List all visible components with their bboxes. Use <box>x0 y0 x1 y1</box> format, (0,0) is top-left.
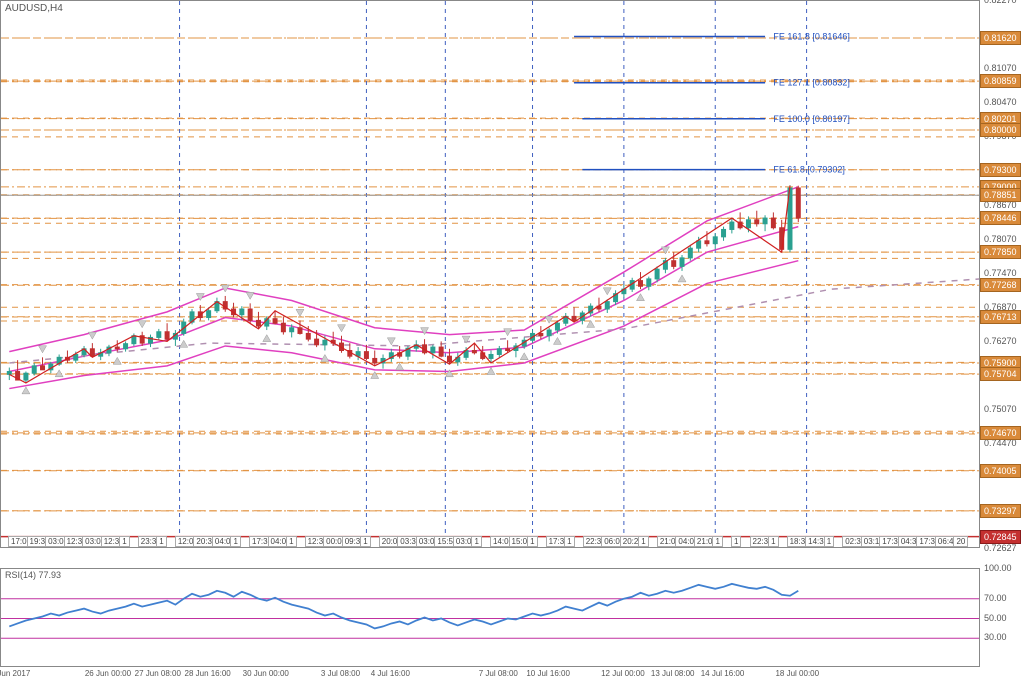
chart-svg: FE 161.8 [0.81646] FE 127.1 [0.80832] FE 1… <box>1 1 980 548</box>
y-tick-label-boxed: 0.76713 <box>980 310 1021 324</box>
y-tick-label: 0.75070 <box>984 404 1017 414</box>
time-box: 1 <box>824 536 834 547</box>
x-major-label: 27 Jun 08:00 <box>135 669 181 678</box>
x-major-label: 14 Jul 16:00 <box>701 669 745 678</box>
chart-container: AUDUSD,H4 FE 161.8 [0.81646] FE 127.1 [0.… <box>0 0 1024 683</box>
time-box: 1 <box>564 536 574 547</box>
time-box: 1 <box>731 536 741 547</box>
time-box: 20 <box>953 536 968 547</box>
rsi-y-tick: 50.00 <box>984 613 1007 623</box>
y-tick-label-boxed: 0.75704 <box>980 367 1021 381</box>
y-tick-label-boxed: 0.73297 <box>980 504 1021 518</box>
x-major-label: 18 Jul 00:00 <box>775 669 819 678</box>
svg-text:FE 61.8 [0.79302]: FE 61.8 [0.79302] <box>773 165 845 175</box>
time-box: 1 <box>230 536 240 547</box>
x-major-label: 22 Jun 2017 <box>0 669 30 678</box>
middle-x-axis <box>0 548 980 568</box>
y-tick-label: 0.81070 <box>984 63 1017 73</box>
rsi-y-axis: 30.0050.0070.00100.00 <box>980 568 1024 667</box>
y-axis: 0.822700.810700.804700.798700.786700.780… <box>980 0 1024 548</box>
rsi-panel[interactable]: RSI(14) 77.93 <box>0 568 980 667</box>
y-tick-label-boxed: 0.79300 <box>980 163 1021 177</box>
x-major-label: 28 Jun 16:00 <box>184 669 230 678</box>
time-box: 1 <box>286 536 296 547</box>
x-major-label: 12 Jul 00:00 <box>601 669 645 678</box>
time-box: 1 <box>360 536 370 547</box>
x-major-label: 13 Jul 08:00 <box>651 669 695 678</box>
y-tick-label-boxed: 0.77850 <box>980 245 1021 259</box>
x-major-label: 10 Jul 16:00 <box>526 669 570 678</box>
chart-title: AUDUSD,H4 <box>5 3 63 14</box>
svg-text:FE 161.8 [0.81646]: FE 161.8 [0.81646] <box>773 31 850 41</box>
y-tick-label-boxed: 0.78446 <box>980 211 1021 225</box>
y-tick-label: 0.76270 <box>984 336 1017 346</box>
y-tick-label-boxed: 0.80859 <box>980 74 1021 88</box>
y-tick-label: 0.82270 <box>984 0 1017 5</box>
rsi-y-tick: 70.00 <box>984 593 1007 603</box>
time-box: 1 <box>471 536 481 547</box>
y-tick-label-boxed: 0.77268 <box>980 278 1021 292</box>
time-box: 1 <box>768 536 778 547</box>
time-box: 1 <box>712 536 722 547</box>
y-tick-label: 0.72627 <box>984 543 1017 553</box>
y-tick-label-boxed: 0.78851 <box>980 188 1021 202</box>
y-tick-label-boxed: 0.81620 <box>980 31 1021 45</box>
svg-text:FE 127.1 [0.80832]: FE 127.1 [0.80832] <box>773 78 850 88</box>
bottom-x-axis: 22 Jun 2017 26 Jun 00:00 27 Jun 08:0028 Ju… <box>0 667 980 683</box>
time-box: 1 <box>119 536 129 547</box>
y-tick-label-boxed: 0.74005 <box>980 464 1021 478</box>
time-box: 1 <box>527 536 537 547</box>
rsi-y-tick: 30.00 <box>984 632 1007 642</box>
x-major-label: 4 Jul 16:00 <box>371 669 410 678</box>
y-tick-label: 0.77470 <box>984 268 1017 278</box>
x-major-label: 30 Jun 00:00 <box>243 669 289 678</box>
x-major-label: 7 Jul 08:00 <box>479 669 518 678</box>
main-chart-panel[interactable]: AUDUSD,H4 FE 161.8 [0.81646] FE 127.1 [0.… <box>0 0 980 548</box>
svg-text:FE 100.0 [0.80197]: FE 100.0 [0.80197] <box>773 114 850 124</box>
time-box: 1 <box>156 536 166 547</box>
rsi-title: RSI(14) 77.93 <box>5 570 61 580</box>
x-major-label: 3 Jul 08:00 <box>321 669 360 678</box>
y-tick-label: 0.80470 <box>984 97 1017 107</box>
y-tick-label-red: 0.72845 <box>980 530 1021 544</box>
rsi-svg <box>1 569 980 667</box>
rsi-y-tick: 100.00 <box>984 563 1012 573</box>
y-tick-label-boxed: 0.74670 <box>980 426 1021 440</box>
y-tick-label: 0.78070 <box>984 234 1017 244</box>
x-major-label: 26 Jun 00:00 <box>85 669 131 678</box>
y-tick-label-boxed: 0.80000 <box>980 123 1021 137</box>
time-box: 1 <box>638 536 648 547</box>
